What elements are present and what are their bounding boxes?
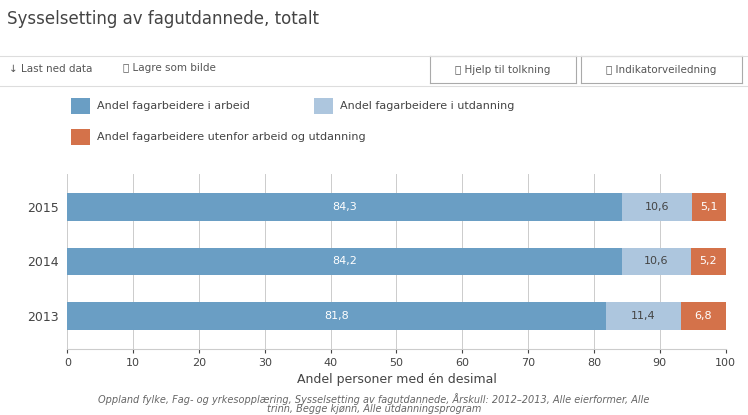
Bar <box>67 302 606 330</box>
Text: ⓘ Indikatorveiledning: ⓘ Indikatorveiledning <box>607 64 717 75</box>
Bar <box>622 248 691 275</box>
Text: Oppland fylke, Fag- og yrkesopplæring, Sysselsetting av fagutdannede, Årskull: 2: Oppland fylke, Fag- og yrkesopplæring, S… <box>98 393 650 405</box>
Text: trinn, Begge kjønn, Alle utdanningsprogram: trinn, Begge kjønn, Alle utdanningsprogr… <box>267 404 481 414</box>
Bar <box>622 193 692 221</box>
Bar <box>692 193 726 221</box>
Bar <box>67 248 622 275</box>
Text: 5,2: 5,2 <box>699 256 717 266</box>
Text: 6,8: 6,8 <box>694 311 712 321</box>
Text: 10,6: 10,6 <box>645 202 669 212</box>
Text: 11,4: 11,4 <box>631 311 655 321</box>
Text: Andel fagarbeidere i arbeid: Andel fagarbeidere i arbeid <box>97 101 250 111</box>
Text: ⎘ Lagre som bilde: ⎘ Lagre som bilde <box>123 63 216 73</box>
Text: Andel fagarbeidere i utdanning: Andel fagarbeidere i utdanning <box>340 101 515 111</box>
Text: 84,3: 84,3 <box>332 202 357 212</box>
Text: 84,2: 84,2 <box>332 256 357 266</box>
Bar <box>67 193 622 221</box>
Text: 10,6: 10,6 <box>644 256 669 266</box>
Bar <box>606 302 681 330</box>
Text: ⓘ Hjelp til tolkning: ⓘ Hjelp til tolkning <box>456 64 551 75</box>
Bar <box>681 302 726 330</box>
Text: 81,8: 81,8 <box>324 311 349 321</box>
Text: 5,1: 5,1 <box>700 202 717 212</box>
Text: Sysselsetting av fagutdannede, totalt: Sysselsetting av fagutdannede, totalt <box>7 10 319 28</box>
Text: ↓ Last ned data: ↓ Last ned data <box>9 63 92 73</box>
Bar <box>691 248 726 275</box>
Text: Andel fagarbeidere utenfor arbeid og utdanning: Andel fagarbeidere utenfor arbeid og utd… <box>97 132 366 142</box>
X-axis label: Andel personer med én desimal: Andel personer med én desimal <box>296 373 497 386</box>
